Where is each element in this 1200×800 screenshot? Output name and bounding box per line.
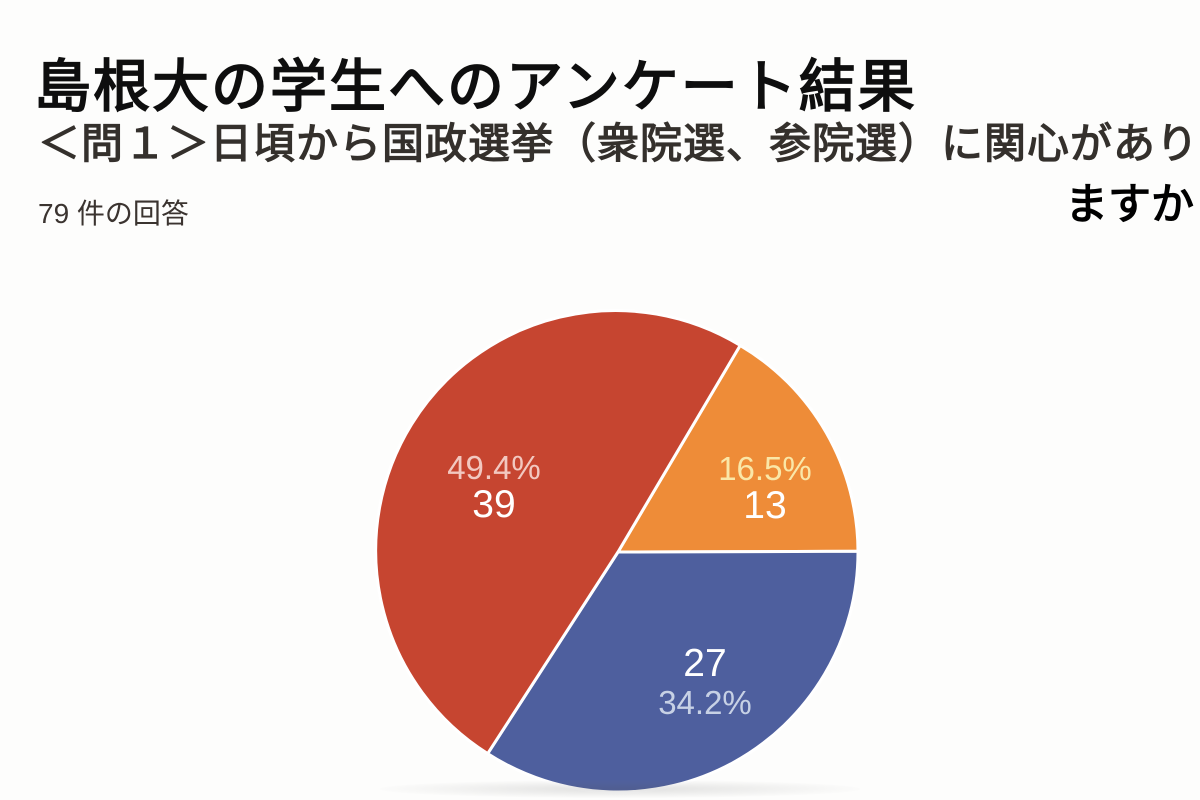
pie-label-orange-percent: 16.5% [718,450,812,487]
pie-label-blue-percent: 34.2% [658,684,752,721]
page-title: 島根大の学生へのアンケート結果 [34,55,917,120]
pie-slice-red [374,309,742,756]
question-text-line2: ますか [1065,181,1194,229]
pie-label-orange-count: 13 [743,484,786,527]
pie-label-blue-count: 27 [683,642,726,685]
pie-slice-orange [616,343,860,554]
question-text-line1: ＜問１＞日頃から国政選挙（衆院選、参院選）に関心があり [38,120,1200,167]
pie-bottom-shadow [380,780,860,798]
pie-label-red-percent: 49.4% [447,449,541,486]
response-count-label: 79 件の回答 [38,198,189,229]
pie-label-red-count: 39 [472,483,515,526]
